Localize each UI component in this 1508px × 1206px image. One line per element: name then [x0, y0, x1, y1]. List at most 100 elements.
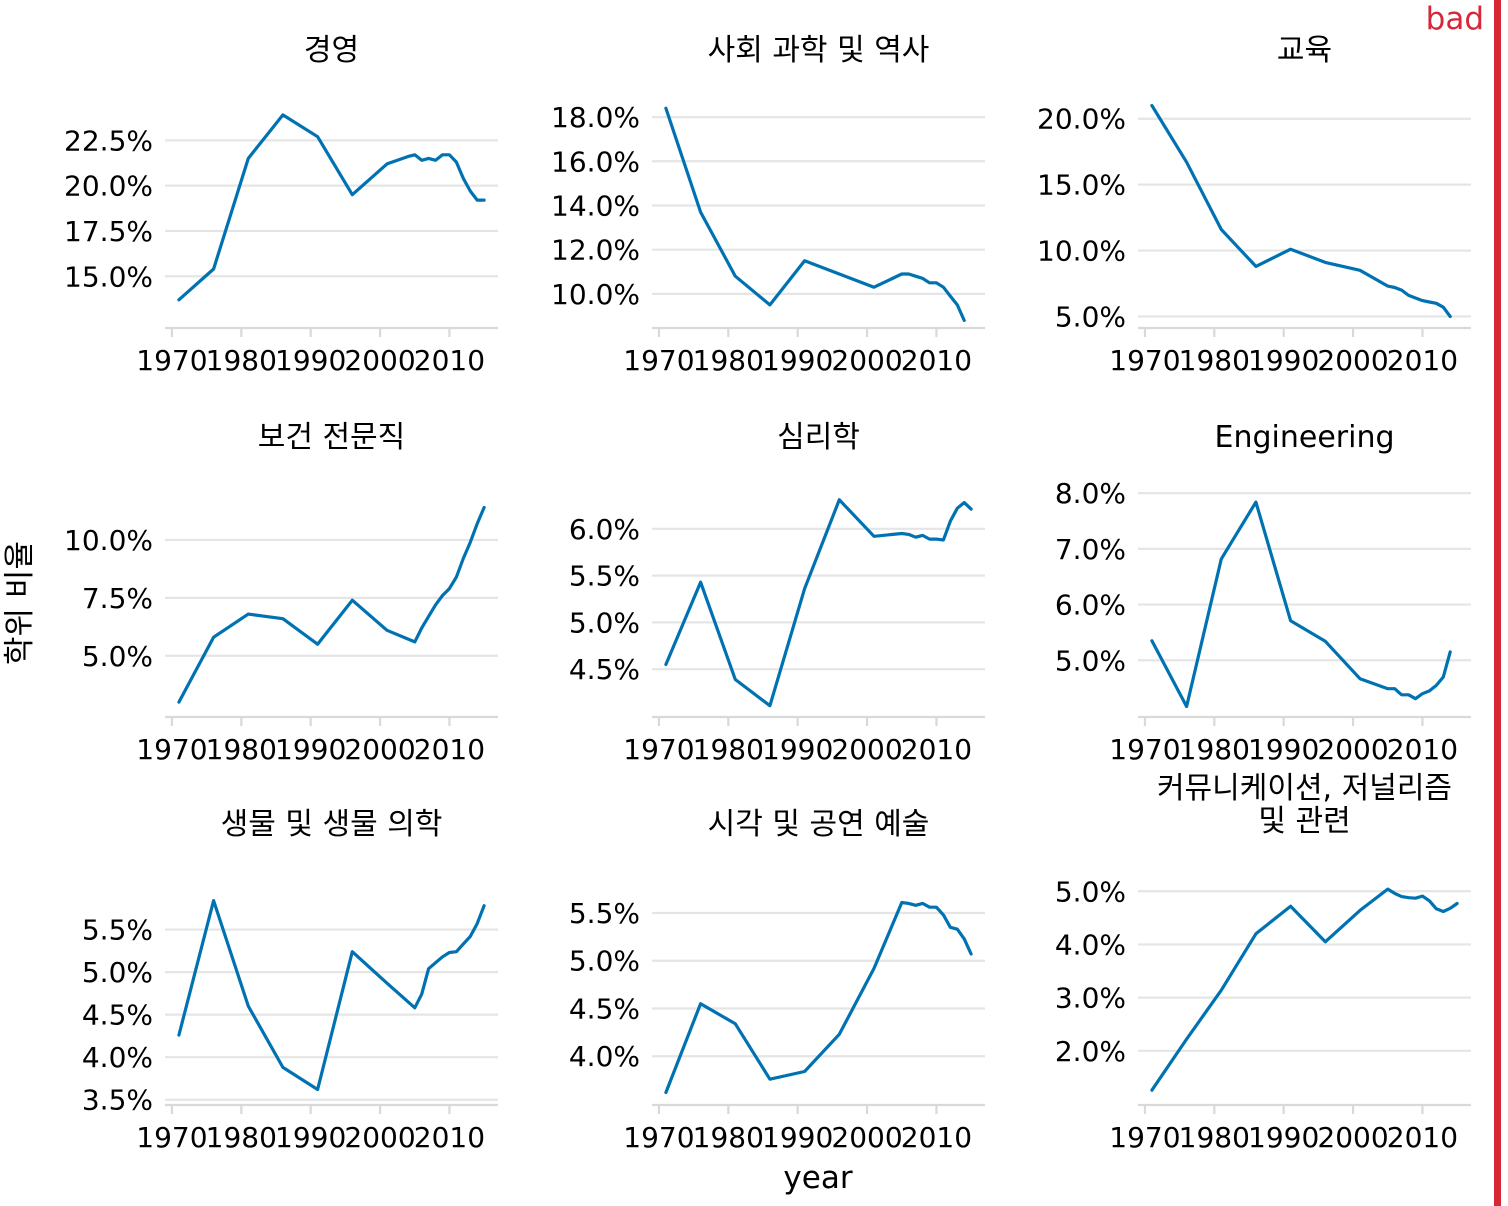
y-tick-label: 5.0% [82, 956, 153, 989]
x-tick-label: 2010 [414, 1121, 485, 1154]
panel-title: 생물 및 생물 의학 [221, 807, 443, 842]
y-tick-label: 6.0% [569, 513, 640, 546]
y-tick-label: 16.0% [551, 145, 640, 178]
series-line [1150, 500, 1452, 709]
y-tick-label: 18.0% [551, 101, 640, 134]
panel-title: 커뮤니케이션, 저널리즘 [1157, 771, 1452, 806]
y-tick-label: 7.0% [1055, 533, 1126, 566]
x-tick-label: 1990 [762, 1121, 833, 1154]
y-tick-label: 10.0% [551, 278, 640, 311]
x-tick-label: 1980 [206, 344, 277, 377]
y-tick-label: 5.0% [1055, 300, 1126, 333]
x-tick-label: 1990 [1248, 1121, 1319, 1154]
x-tick-label: 2010 [1387, 344, 1458, 377]
x-tick-label: 2010 [901, 344, 972, 377]
y-tick-label: 20.0% [1037, 103, 1126, 136]
x-tick-label: 2010 [414, 344, 485, 377]
y-tick-label: 4.0% [1055, 928, 1126, 961]
y-tick-label: 6.0% [1055, 589, 1126, 622]
badge-bar [1494, 0, 1501, 1206]
panels: 15.0%17.5%20.0%22.5%19701980199020002010… [64, 33, 1471, 1154]
y-tick-label: 3.5% [82, 1084, 153, 1117]
series-line [1150, 103, 1452, 319]
panel-title: 사회 과학 및 역사 [708, 33, 930, 68]
panel-title: 경영 [304, 33, 359, 68]
x-tick-label: 2010 [414, 733, 485, 766]
x-tick-label: 1980 [1179, 344, 1250, 377]
y-axis-label: 학위 비율 [2, 541, 38, 665]
x-tick-label: 2000 [1317, 1121, 1388, 1154]
x-tick-label: 1970 [136, 344, 207, 377]
x-tick-label: 1980 [206, 733, 277, 766]
y-tick-label: 5.0% [1055, 875, 1126, 908]
series-line [664, 498, 973, 708]
y-tick-label: 8.0% [1055, 477, 1126, 510]
y-tick-label: 7.5% [82, 582, 153, 615]
x-tick-label: 1990 [1248, 344, 1319, 377]
x-tick-label: 1980 [1179, 733, 1250, 766]
x-tick-label: 2010 [901, 1121, 972, 1154]
x-tick-label: 2000 [831, 1121, 902, 1154]
series-line [177, 899, 486, 1092]
x-tick-label: 1990 [275, 344, 346, 377]
panel-title: Engineering [1215, 420, 1395, 455]
y-tick-label: 12.0% [551, 234, 640, 267]
series-line [664, 106, 966, 322]
x-tick-label: 2010 [1387, 1121, 1458, 1154]
y-tick-label: 17.5% [64, 215, 153, 248]
y-tick-label: 5.0% [82, 640, 153, 673]
y-tick-label: 5.5% [569, 897, 640, 930]
series-line [1150, 887, 1459, 1092]
panel-1: 15.0% 17.5% 20.0% 22.5% 19701980199020002010… [64, 33, 498, 377]
x-tick-label: 2000 [831, 344, 902, 377]
panel-title: 시각 및 공연 예술 [708, 807, 930, 842]
series-line [177, 113, 486, 302]
x-tick-label: 1970 [1109, 733, 1180, 766]
x-tick-label: 1990 [1248, 733, 1319, 766]
panel-7: 3.5% 4.0% 4.5% 5.0% 5.5% 19701980199020002010… [82, 807, 498, 1154]
x-tick-label: 2010 [901, 733, 972, 766]
y-tick-label: 4.0% [569, 1040, 640, 1073]
y-tick-label: 22.5% [64, 124, 153, 157]
series-line [664, 900, 973, 1095]
y-tick-label: 2.0% [1055, 1035, 1126, 1068]
badge-label: bad [1426, 1, 1484, 37]
x-tick-label: 1970 [136, 1121, 207, 1154]
y-tick-label: 4.0% [82, 1041, 153, 1074]
y-tick-label: 14.0% [551, 189, 640, 222]
x-tick-label: 1990 [275, 1121, 346, 1154]
x-tick-label: 1990 [762, 733, 833, 766]
x-tick-label: 1980 [693, 344, 764, 377]
y-tick-label: 15.0% [64, 260, 153, 293]
x-tick-label: 1970 [623, 1121, 694, 1154]
panel-title: 교육 [1277, 33, 1332, 68]
y-tick-label: 5.5% [569, 560, 640, 593]
y-tick-label: 5.5% [82, 914, 153, 947]
x-tick-label: 1980 [693, 733, 764, 766]
x-tick-label: 2010 [1387, 733, 1458, 766]
y-tick-label: 20.0% [64, 170, 153, 203]
y-tick-label: 15.0% [1037, 169, 1126, 202]
y-tick-label: 3.0% [1055, 982, 1126, 1015]
x-tick-label: 2000 [1317, 344, 1388, 377]
x-axis-label: year [783, 1160, 852, 1196]
x-tick-label: 1970 [136, 733, 207, 766]
y-tick-label: 4.5% [569, 992, 640, 1025]
series-line [177, 505, 486, 704]
x-tick-label: 1970 [1109, 1121, 1180, 1154]
x-tick-label: 2000 [344, 1121, 415, 1154]
x-tick-label: 2000 [1317, 733, 1388, 766]
x-tick-label: 2000 [831, 733, 902, 766]
x-tick-label: 1980 [693, 1121, 764, 1154]
panel-title: 및 관련 [1258, 804, 1350, 839]
x-tick-label: 1970 [623, 733, 694, 766]
y-tick-label: 5.0% [1055, 644, 1126, 677]
panel-2: 10.0% 12.0% 14.0% 16.0% 18.0% 197019801990200… [551, 33, 985, 377]
panel-title: 심리학 [777, 420, 860, 455]
